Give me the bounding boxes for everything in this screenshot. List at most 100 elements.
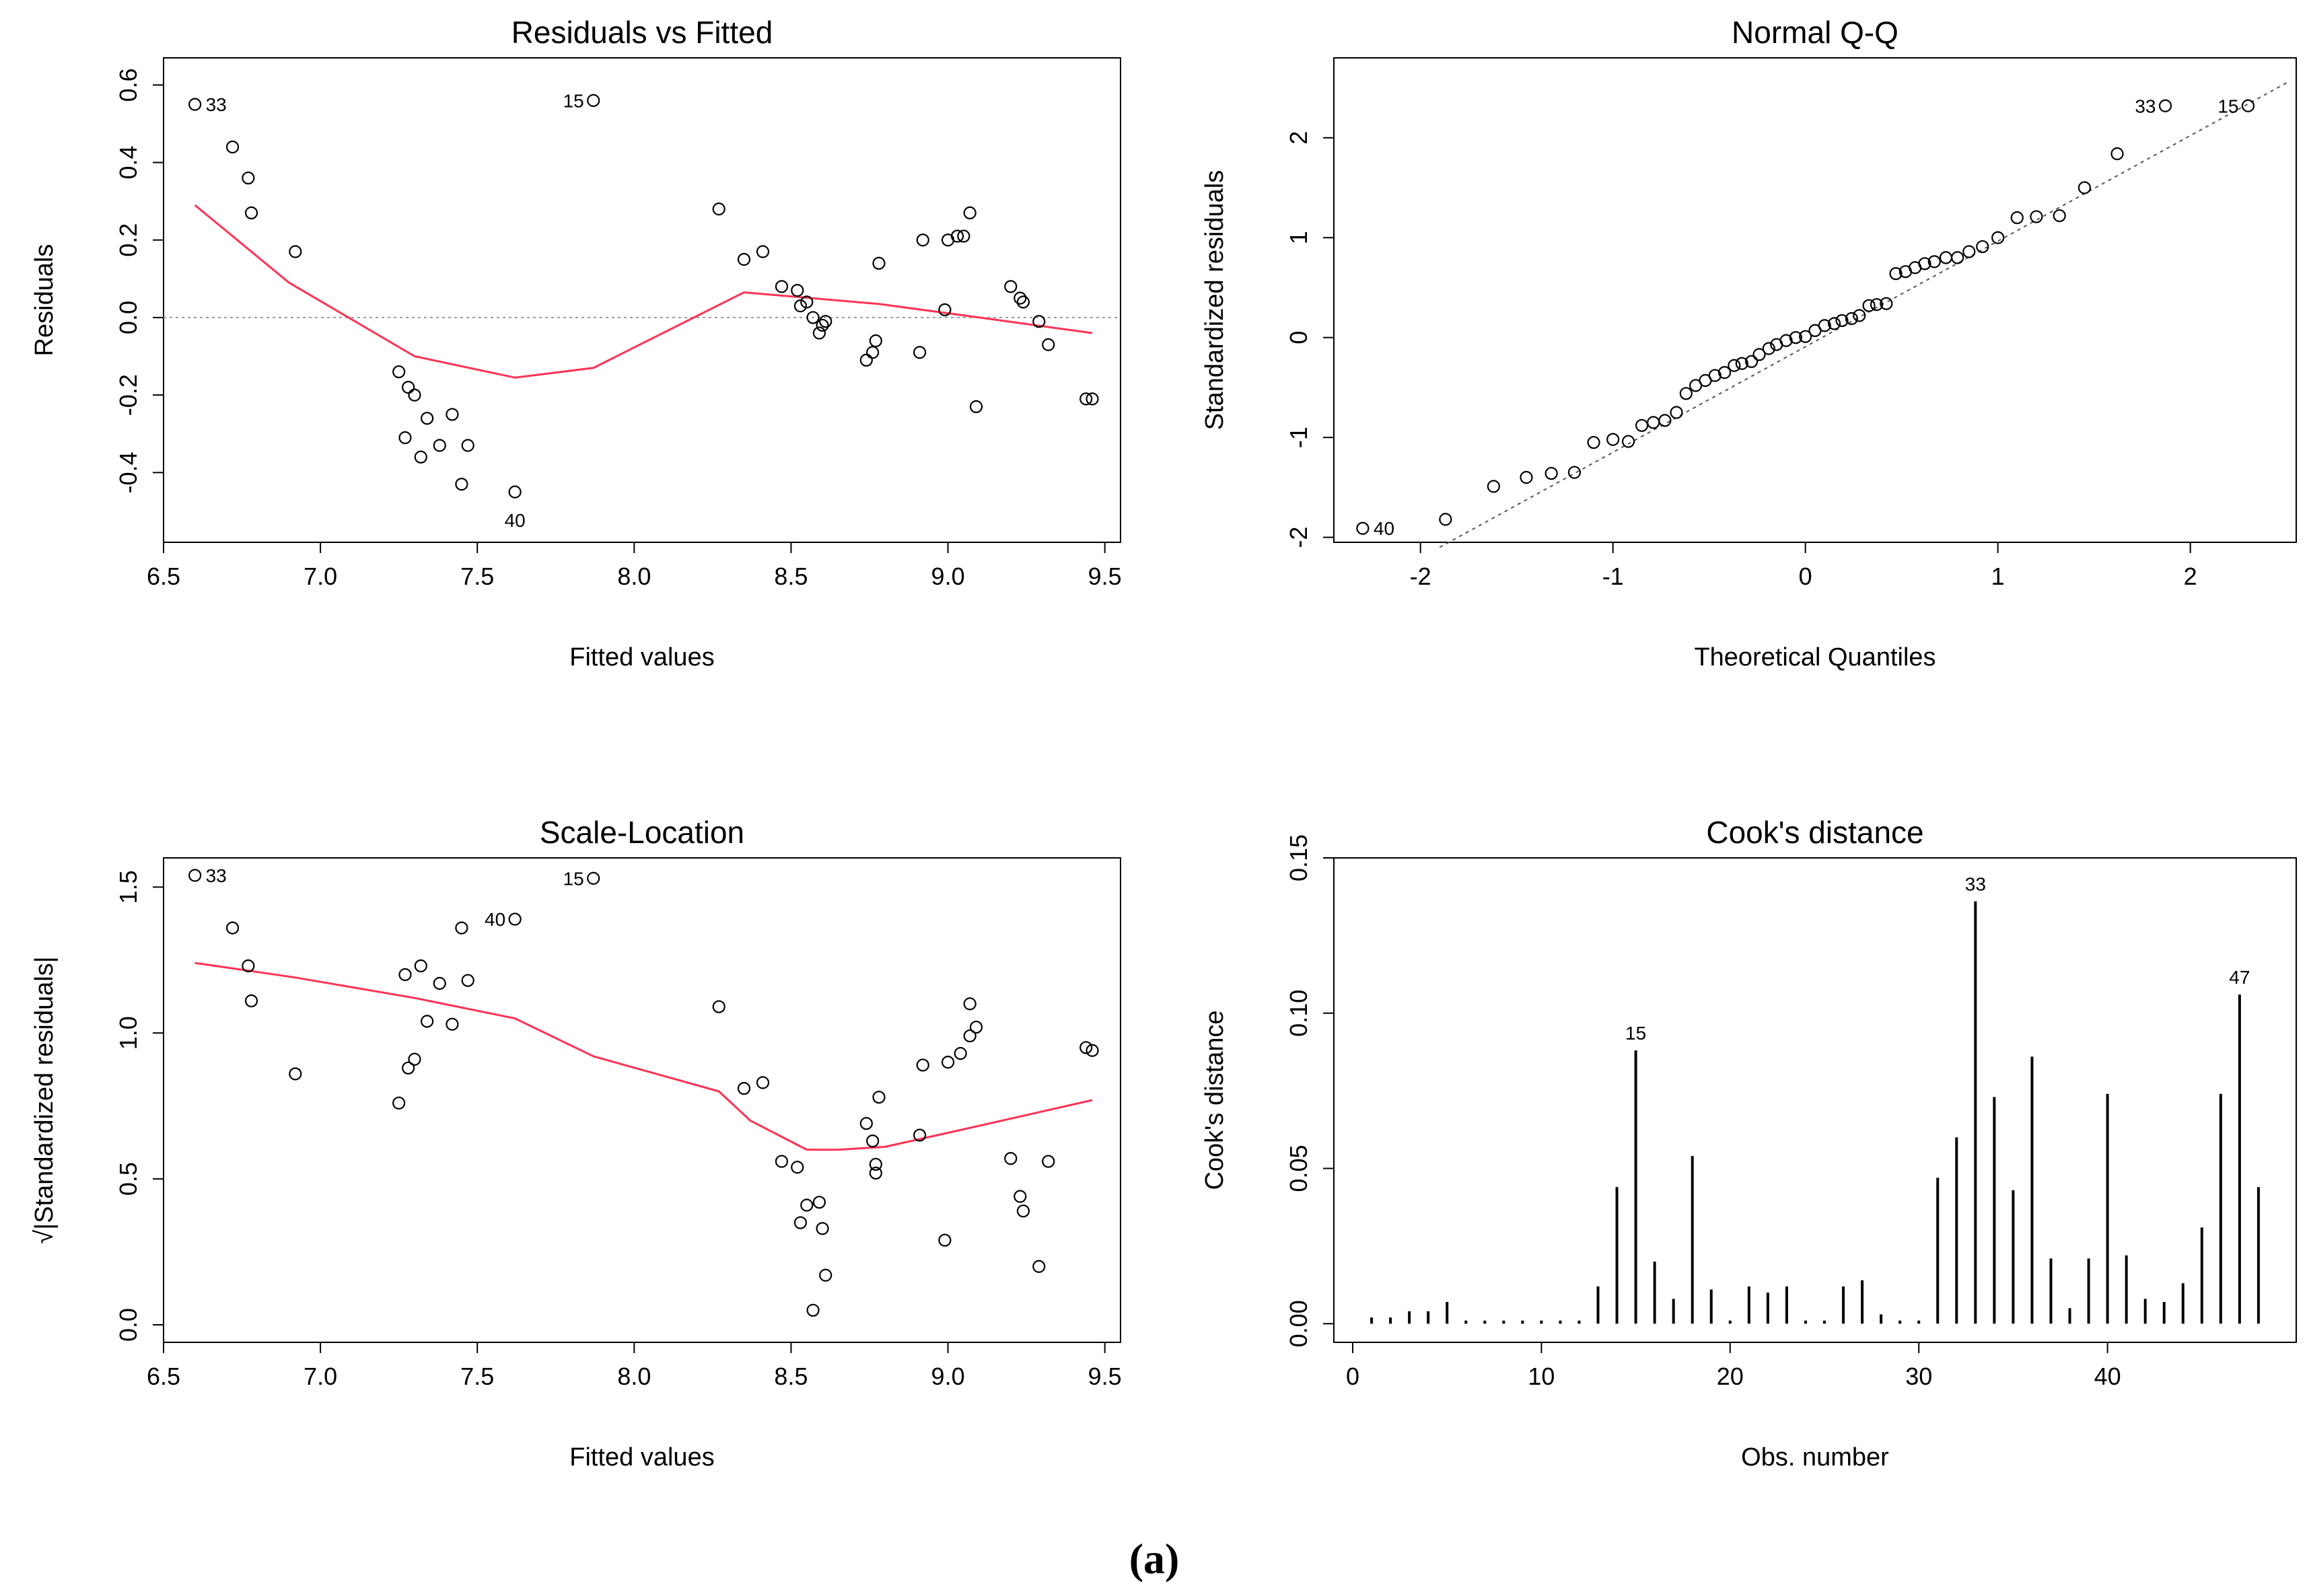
x-tick-label: 6.5: [147, 1363, 180, 1390]
data-point: [2010, 211, 2024, 225]
figure-caption: (a): [1129, 1535, 1180, 1583]
x-tick-label: 7.0: [304, 1363, 337, 1390]
point-annotation: 40: [1374, 518, 1394, 539]
plot-frame: [163, 57, 1121, 543]
y-axis-label: Cook's distance: [1201, 1010, 1229, 1190]
data-point: [461, 974, 474, 987]
point-annotation: 33: [206, 865, 227, 886]
data-point: [1962, 245, 1976, 258]
x-tick-label: 8.0: [617, 563, 651, 590]
x-tick-label: 7.0: [304, 563, 337, 590]
data-point: [508, 485, 522, 499]
data-point: [1828, 317, 1841, 330]
data-point: [242, 959, 255, 973]
data-point: [1606, 433, 1620, 446]
x-tick-label: 30: [1905, 1363, 1932, 1390]
x-axis-label: Fitted values: [569, 643, 714, 672]
data-point: [455, 477, 468, 491]
data-point: [402, 380, 415, 394]
data-point: [1621, 435, 1635, 448]
data-point: [414, 450, 427, 464]
data-point: [225, 921, 240, 935]
data-point: [712, 203, 725, 216]
data-point: [289, 245, 302, 258]
data-point: [1079, 392, 1093, 406]
data-point: [1086, 1044, 1099, 1057]
data-point: [866, 346, 880, 359]
data-point: [869, 1166, 882, 1180]
data-point: [455, 921, 468, 935]
data-point: [1752, 348, 1766, 361]
data-point: [1567, 466, 1582, 479]
point-annotation: 15: [2217, 96, 2238, 116]
data-point: [1818, 319, 1831, 332]
data-point: [1032, 315, 1046, 328]
cooks-distance-panel: Cook's distance Obs. number Cook's distanc…: [1201, 815, 2297, 1472]
data-point: [1679, 387, 1693, 400]
x-axis-label: Obs. number: [1741, 1443, 1889, 1472]
data-point: [712, 1000, 725, 1013]
data-point: [756, 1076, 770, 1089]
data-point: [587, 94, 600, 107]
point-annotation: 15: [563, 90, 584, 111]
data-point: [1976, 240, 1989, 254]
data-point: [1032, 1260, 1046, 1273]
data-point: [859, 353, 873, 367]
data-point: [913, 346, 927, 359]
x-axis-label: Theoretical Quantiles: [1694, 643, 1935, 672]
data-point: [1079, 1041, 1093, 1054]
data-point: [800, 295, 814, 309]
data-point: [969, 400, 983, 414]
residuals-vs-fitted-panel: Residuals vs Fitted Fitted values Residual…: [30, 15, 1122, 672]
data-point: [421, 412, 434, 425]
data-point: [1520, 470, 1533, 484]
data-point: [1918, 257, 1931, 270]
data-point: [1939, 251, 1953, 264]
y-tick-label: 0.00: [1285, 1300, 1312, 1347]
data-point: [938, 1233, 952, 1247]
qq-reference-line: [1439, 82, 2287, 548]
data-point: [446, 408, 459, 421]
data-point: [859, 1117, 873, 1130]
data-point: [1042, 338, 1055, 351]
data-point: [1862, 299, 1876, 312]
y-tick-label: 2: [1285, 131, 1312, 145]
data-point: [954, 1047, 967, 1060]
point-annotation: 47: [2229, 967, 2250, 988]
data-point: [872, 1091, 886, 1104]
data-point: [1670, 406, 1683, 419]
data-point: [1835, 314, 1849, 328]
data-point: [508, 912, 522, 926]
x-axis-label: Fitted values: [569, 1443, 714, 1472]
y-tick-label: -0.2: [114, 374, 142, 416]
data-point: [402, 1061, 415, 1075]
data-point: [1735, 357, 1748, 370]
plot-frame: [163, 857, 1121, 1343]
chart-title: Scale-Location: [540, 815, 744, 850]
x-tick-label: 40: [2094, 1363, 2121, 1390]
x-tick-label: 1: [1991, 563, 2005, 590]
data-point: [812, 326, 826, 340]
data-point: [791, 1161, 804, 1174]
data-point: [869, 1157, 882, 1171]
data-point: [806, 1303, 820, 1317]
data-point: [446, 1017, 459, 1031]
data-point: [1991, 231, 2005, 244]
y-axis-label: Standardized residuals: [1201, 170, 1229, 431]
data-point: [793, 1216, 808, 1229]
data-point: [2110, 147, 2124, 161]
x-tick-label: 9.0: [931, 563, 965, 590]
data-point: [2030, 210, 2043, 223]
point-annotation: 15: [1625, 1023, 1646, 1044]
x-tick-label: 10: [1528, 1363, 1555, 1390]
x-tick-label: -1: [1602, 563, 1624, 590]
y-tick-label: 0.05: [1285, 1145, 1312, 1192]
data-point: [1880, 297, 1893, 310]
data-point: [816, 1222, 829, 1235]
data-point: [408, 388, 421, 402]
data-point: [433, 976, 446, 990]
data-point: [872, 256, 886, 270]
data-point: [1951, 251, 1964, 264]
y-tick-label: -1: [1285, 427, 1312, 448]
